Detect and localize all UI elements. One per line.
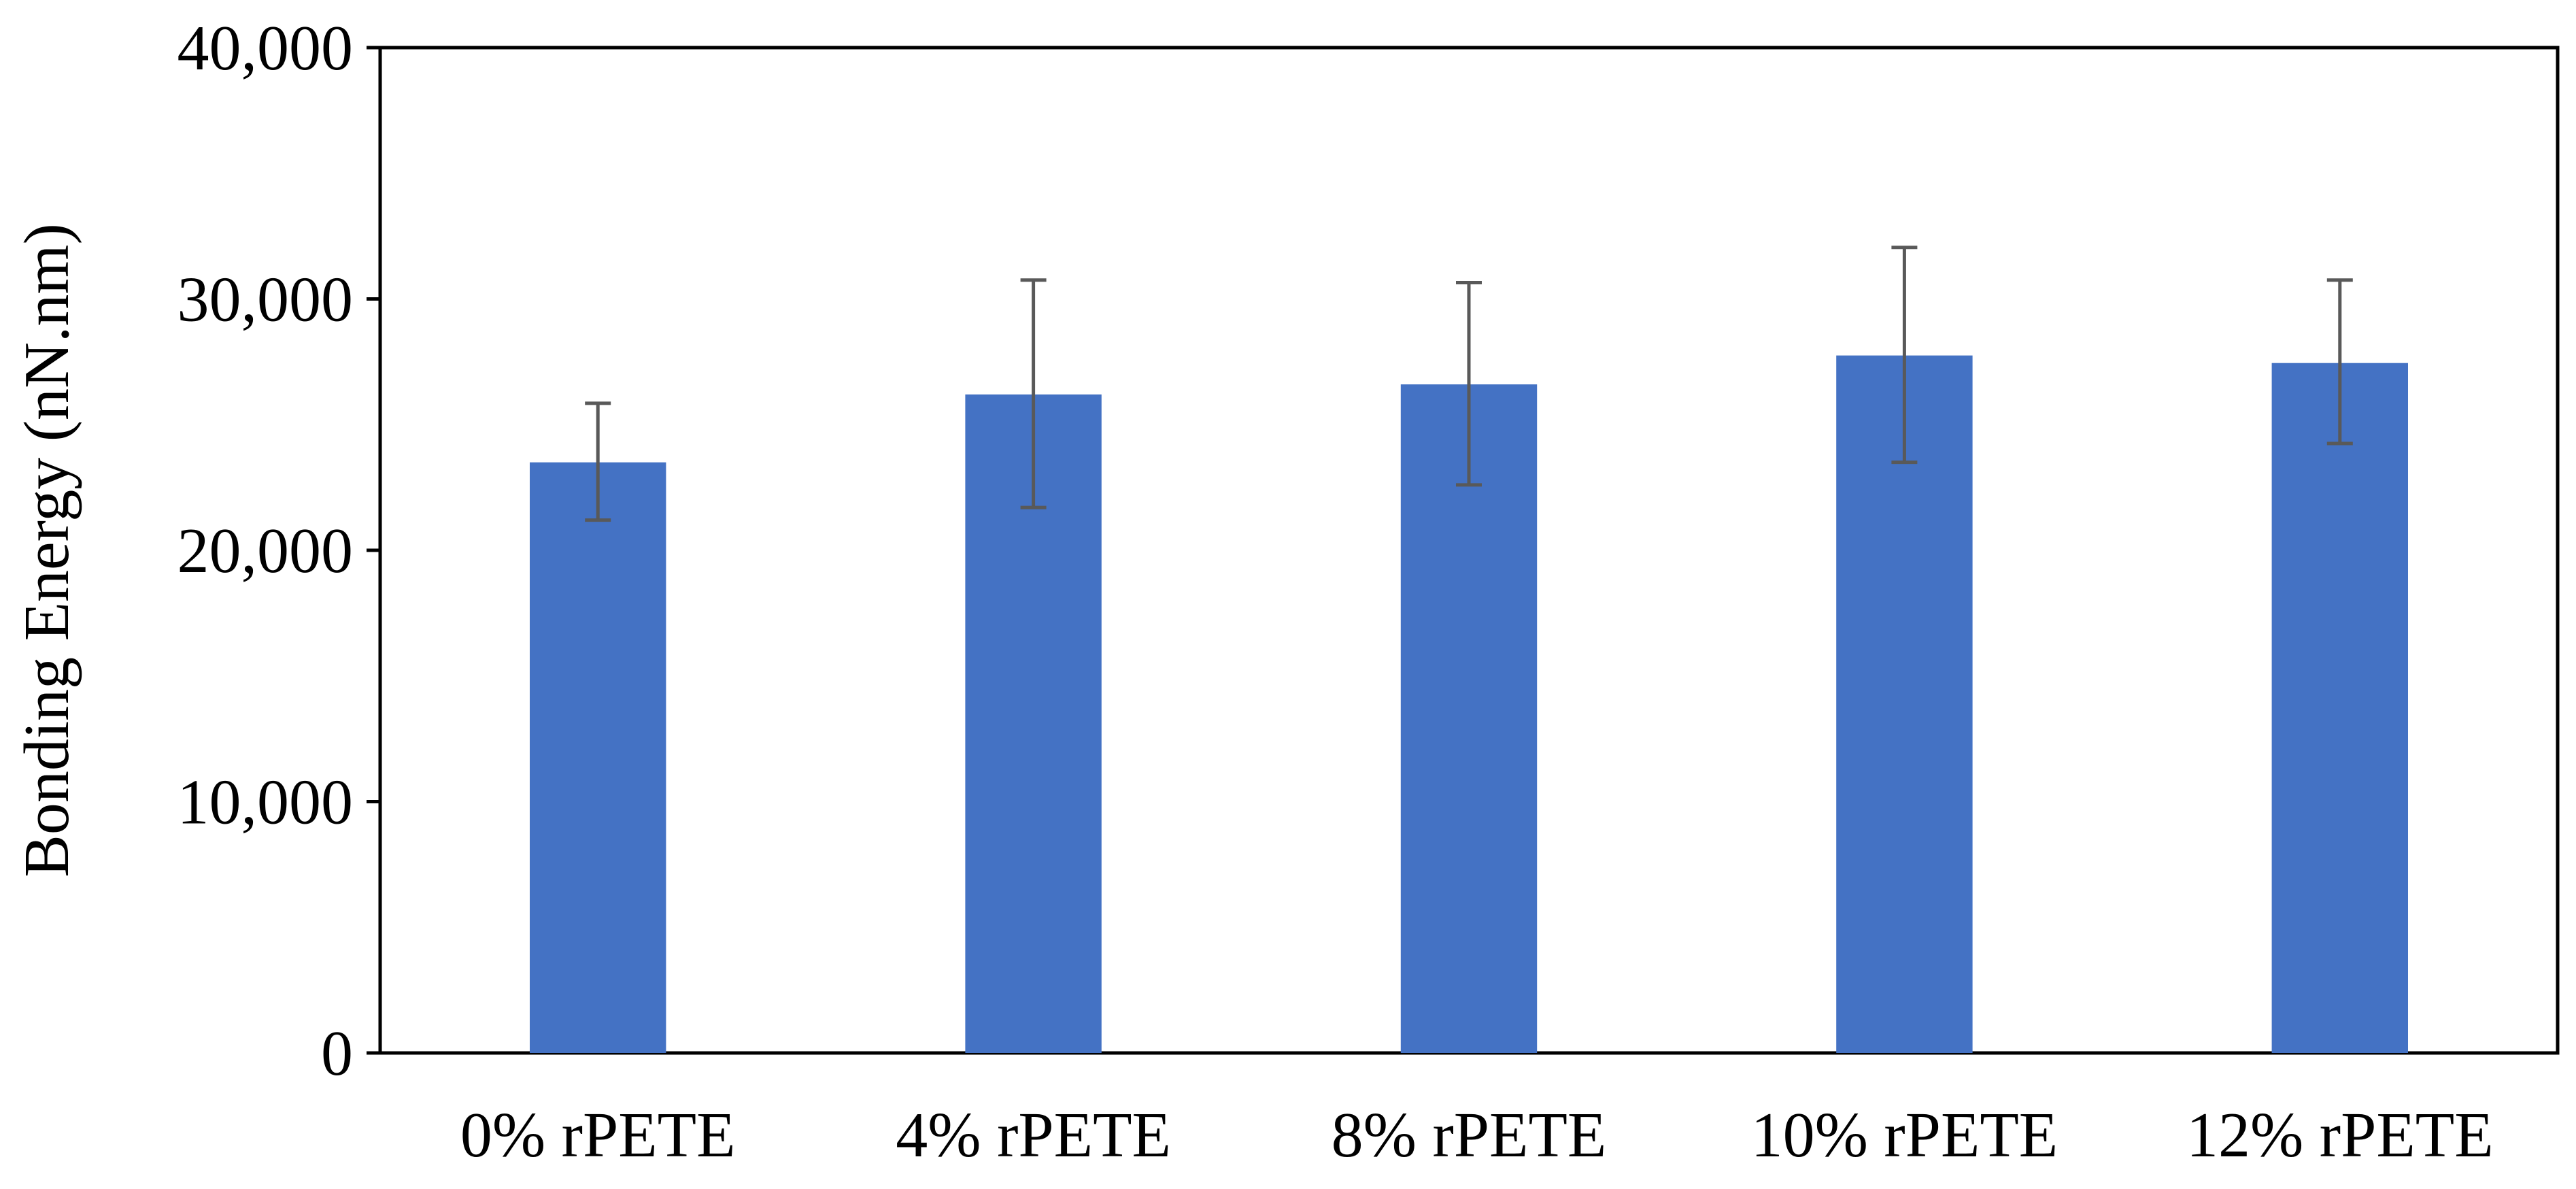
bar [2271,363,2408,1053]
y-tick-label: 10,000 [177,767,354,838]
y-tick-label: 0 [321,1018,353,1089]
y-axis-title: Bonding Energy (nN.nm) [12,223,82,877]
y-tick-label: 30,000 [177,265,354,335]
y-axis-ticks: 0 10,000 20,000 30,000 40,000 [177,13,380,1089]
y-tick-label: 40,000 [177,13,354,84]
x-tick-label: 0% rPETE [460,1100,736,1171]
bar [1836,355,1973,1053]
x-tick-label: 4% rPETE [896,1100,1171,1171]
x-axis-labels: 0% rPETE 4% rPETE 8% rPETE 10% rPETE 12% rPE… [460,1100,2494,1171]
error-bars-group [585,246,2353,522]
x-tick-label: 8% rPETE [1332,1100,1607,1171]
y-tick-label: 20,000 [177,516,354,586]
x-tick-label: 12% rPETE [2186,1100,2494,1171]
bar [530,462,666,1053]
x-tick-label: 10% rPETE [1751,1100,2058,1171]
bars-group [530,355,2408,1053]
bar [1400,384,1538,1053]
